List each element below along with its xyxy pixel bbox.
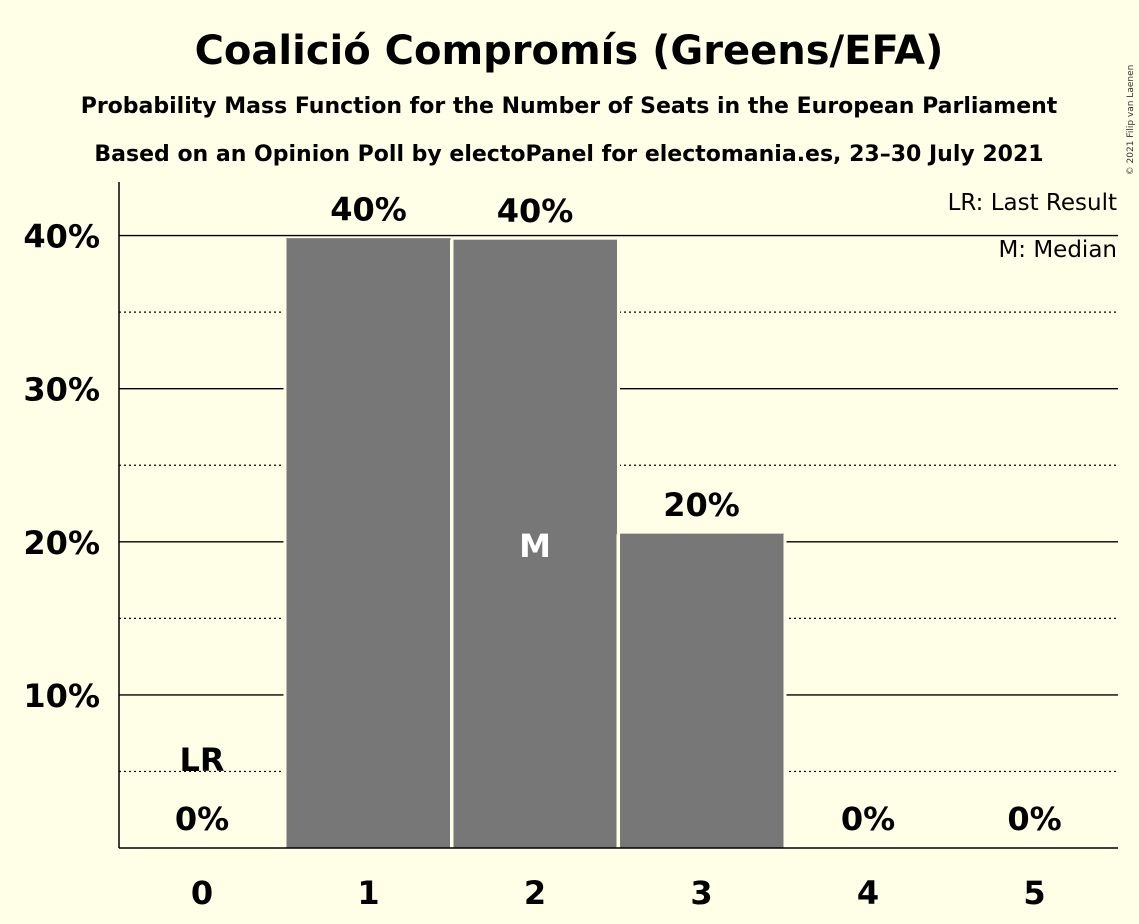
data-label: 40% <box>497 192 574 230</box>
y-tick-label: 40% <box>23 218 100 256</box>
bar <box>619 533 784 849</box>
bar-gap-left <box>283 238 287 849</box>
x-tick-label: 4 <box>857 874 879 912</box>
data-label: 20% <box>663 486 740 524</box>
chart-subtitle: Probability Mass Function for the Number… <box>81 94 1058 119</box>
labels: 10% 20% 30% 40% 0 1 2 3 4 5 0% 40% 40% 20% 0% 0% LR M <box>23 191 1061 912</box>
y-tick-label: 30% <box>23 371 100 409</box>
x-tick-label: 0 <box>191 874 213 912</box>
x-tick-label: 2 <box>524 874 546 912</box>
legend-median: M: Median <box>998 237 1117 263</box>
bar-gap-right <box>783 534 787 848</box>
bar-gap-left <box>616 534 620 848</box>
bar-gap-left <box>450 240 453 848</box>
axes <box>118 182 1118 849</box>
bars <box>283 236 787 849</box>
copyright-text: © 2021 Filip van Laenen <box>1126 65 1136 176</box>
y-tick-label: 10% <box>23 677 100 715</box>
chart-subtitle-source: Based on an Opinion Poll by electoPanel … <box>94 142 1043 167</box>
data-label: 0% <box>1007 800 1061 838</box>
chart-title: Coalició Compromís (Greens/EFA) <box>195 28 944 74</box>
data-label: 40% <box>330 191 407 229</box>
data-label: 0% <box>175 800 229 838</box>
legend-last-result: LR: Last Result <box>948 190 1117 216</box>
x-tick-label: 5 <box>1023 874 1045 912</box>
bar <box>286 238 451 849</box>
x-tick-label: 3 <box>690 874 712 912</box>
x-tick-label: 1 <box>357 874 379 912</box>
y-tick-label: 20% <box>23 524 100 562</box>
median-marker: M <box>519 527 551 565</box>
last-result-marker: LR <box>179 741 224 779</box>
data-label: 0% <box>841 800 895 838</box>
